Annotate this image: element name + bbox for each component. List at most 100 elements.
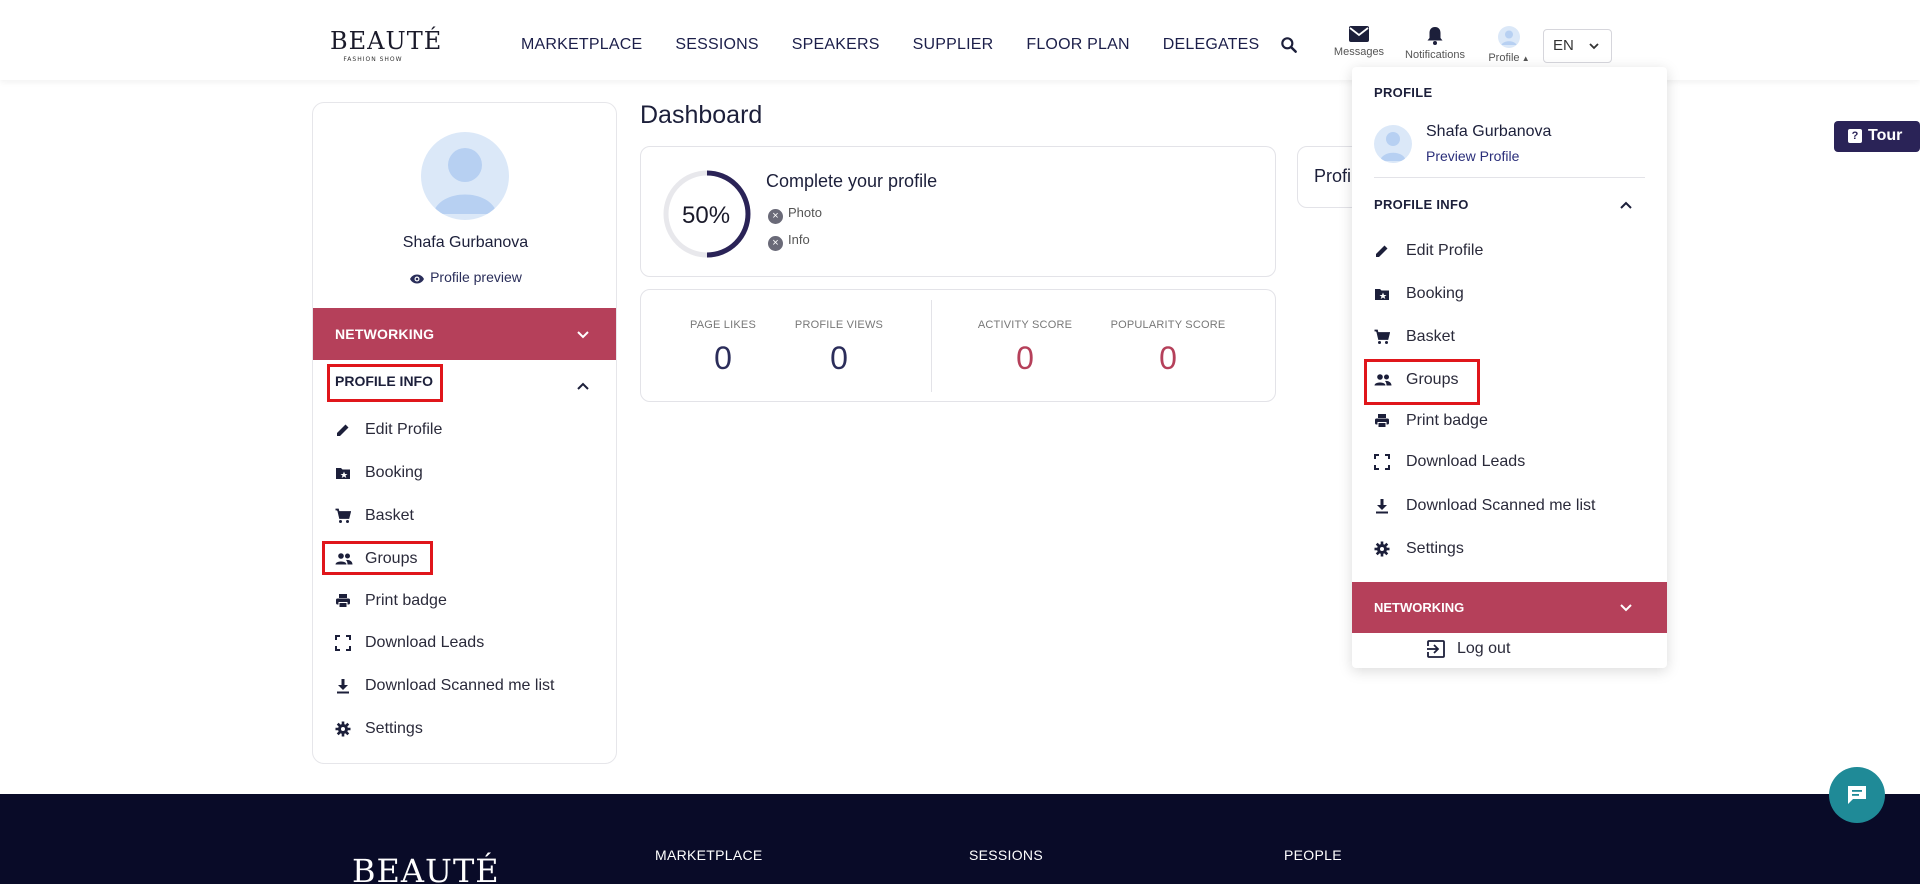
user-name: Shafa Gurbanova [402, 234, 529, 251]
dropdown-user-name: Shafa Gurbanova [1426, 123, 1552, 140]
completion-item-label: Photo [788, 205, 822, 220]
footer-col-sessions[interactable]: SESSIONS [969, 847, 1043, 863]
sidebar-item-label: Print badge [365, 592, 447, 609]
stats-card [640, 289, 1276, 402]
nav-delegates[interactable]: DELEGATES [1162, 36, 1260, 53]
stat-activity-score-value: 0 [1016, 340, 1034, 376]
dropdown-item-label: Edit Profile [1406, 242, 1484, 259]
nav-supplier[interactable]: SUPPLIER [912, 36, 994, 53]
networking-section-toggle[interactable]: NETWORKING [313, 308, 616, 360]
scan-frame-icon [1374, 454, 1390, 470]
cart-icon [335, 508, 351, 523]
pencil-icon [1376, 245, 1388, 257]
completion-title: Complete your profile [766, 171, 938, 191]
download-icon [1376, 499, 1388, 514]
gear-icon [335, 721, 351, 737]
logo-main: BEAUTÉ [330, 27, 443, 55]
logout-icon [1427, 640, 1445, 658]
bell-icon [1427, 27, 1443, 45]
cart-icon [1374, 329, 1390, 344]
completion-ring-arc [706, 170, 751, 258]
sidebar-item-label: Groups [365, 550, 418, 567]
stat-page-likes-value: 0 [714, 340, 732, 376]
stat-activity-score-label: ACTIVITY SCORE [977, 319, 1073, 331]
tour-button[interactable]: ? Tour [1834, 121, 1920, 152]
search-icon[interactable] [1279, 35, 1301, 57]
notifications-button[interactable]: Notifications [1398, 26, 1472, 61]
pencil-icon [337, 424, 349, 436]
close-circle-icon: × [768, 236, 783, 251]
folder-star-icon [1375, 289, 1389, 300]
printer-icon [1375, 414, 1389, 428]
chevron-up-icon: ▲ [1519, 54, 1530, 63]
messages-button[interactable]: Messages [1328, 26, 1390, 58]
dropdown-item-label: Print badge [1406, 412, 1488, 429]
dropdown-item-label: Settings [1406, 540, 1464, 557]
dropdown-item-label: Download Scanned me list [1406, 497, 1596, 514]
sidebar-item-label: Edit Profile [365, 421, 443, 438]
sidebar-item-label: Booking [365, 464, 423, 481]
highlight-groups [322, 541, 433, 575]
scan-frame-icon [335, 635, 351, 651]
nav-marketplace[interactable]: MARKETPLACE [521, 36, 643, 53]
stat-profile-views-value: 0 [830, 340, 848, 376]
envelope-icon [1349, 26, 1369, 42]
people-icon [1374, 374, 1392, 386]
stat-page-likes-label: PAGE LIKES [690, 319, 756, 331]
completion-item-photo: × Photo [768, 205, 822, 224]
profile-dropdown-menu: PROFILE Shafa Gurbanova Preview Profile … [1352, 67, 1667, 668]
gear-icon [1374, 541, 1390, 557]
stat-profile-views-label: PROFILE VIEWS [794, 319, 884, 331]
footer-col-marketplace[interactable]: MARKETPLACE [655, 847, 763, 863]
avatar-icon [1498, 26, 1520, 48]
dropdown-networking-toggle[interactable]: NETWORKING [1352, 582, 1667, 633]
networking-label: NETWORKING [1374, 600, 1465, 615]
nav-speakers[interactable]: SPEAKERS [791, 36, 880, 53]
close-circle-icon: × [768, 209, 783, 224]
profile-side-card-title: Profi [1314, 166, 1352, 186]
divider [1374, 177, 1645, 178]
networking-label: NETWORKING [335, 326, 435, 342]
page-title: Dashboard [640, 101, 763, 129]
dropdown-item-label: Booking [1406, 285, 1464, 302]
chevron-up-icon[interactable] [576, 379, 590, 393]
dropdown-header: PROFILE [1374, 85, 1433, 100]
sidebar-item-label: Basket [365, 507, 414, 524]
people-icon [335, 553, 353, 565]
chevron-down-icon [577, 331, 589, 339]
dropdown-profile-info-header[interactable]: PROFILE INFO [1374, 197, 1469, 212]
stat-popularity-score-value: 0 [1159, 340, 1177, 376]
printer-icon [336, 594, 350, 608]
footer-col-people[interactable]: PEOPLE [1284, 847, 1342, 863]
highlight-dropdown-groups [1364, 359, 1480, 405]
nav-floor-plan[interactable]: FLOOR PLAN [1026, 36, 1130, 53]
chat-button[interactable] [1829, 767, 1885, 823]
profile-button[interactable]: Profile ▲ [1481, 26, 1537, 64]
dropdown-item-label: Download Leads [1406, 453, 1526, 470]
download-icon [337, 679, 349, 694]
stat-popularity-score-label: POPULARITY SCORE [1110, 319, 1226, 331]
profile-label: Profile [1488, 52, 1520, 64]
question-icon: ? [1848, 129, 1862, 143]
brand-logo[interactable]: BEAUTÉ FASHION SHOW [330, 27, 443, 63]
nav-sessions[interactable]: SESSIONS [675, 36, 759, 53]
language-select[interactable]: EN [1543, 29, 1612, 63]
tour-label: Tour [1868, 127, 1903, 144]
logout-button[interactable]: Log out [1427, 640, 1511, 658]
avatar [1374, 125, 1412, 163]
language-value: EN [1553, 37, 1574, 54]
profile-sidebar: Shafa Gurbanova Profile preview NETWORKI… [312, 102, 617, 764]
avatar [421, 132, 509, 220]
logo-sub: FASHION SHOW [343, 56, 403, 63]
chevron-up-icon[interactable] [1619, 198, 1633, 212]
site-footer: BEAUTÉ MARKETPLACE SESSIONS PEOPLE [0, 794, 1920, 884]
logout-label: Log out [1457, 640, 1511, 657]
profile-info-header[interactable]: PROFILE INFO [335, 373, 433, 389]
completion-item-label: Info [788, 232, 810, 247]
profile-preview-link[interactable]: Profile preview [313, 269, 616, 285]
completion-item-info: × Info [768, 232, 810, 251]
footer-logo[interactable]: BEAUTÉ [352, 852, 500, 884]
preview-profile-link[interactable]: Preview Profile [1426, 148, 1520, 164]
stats-divider [931, 300, 932, 392]
profile-preview-label: Profile preview [430, 269, 522, 285]
